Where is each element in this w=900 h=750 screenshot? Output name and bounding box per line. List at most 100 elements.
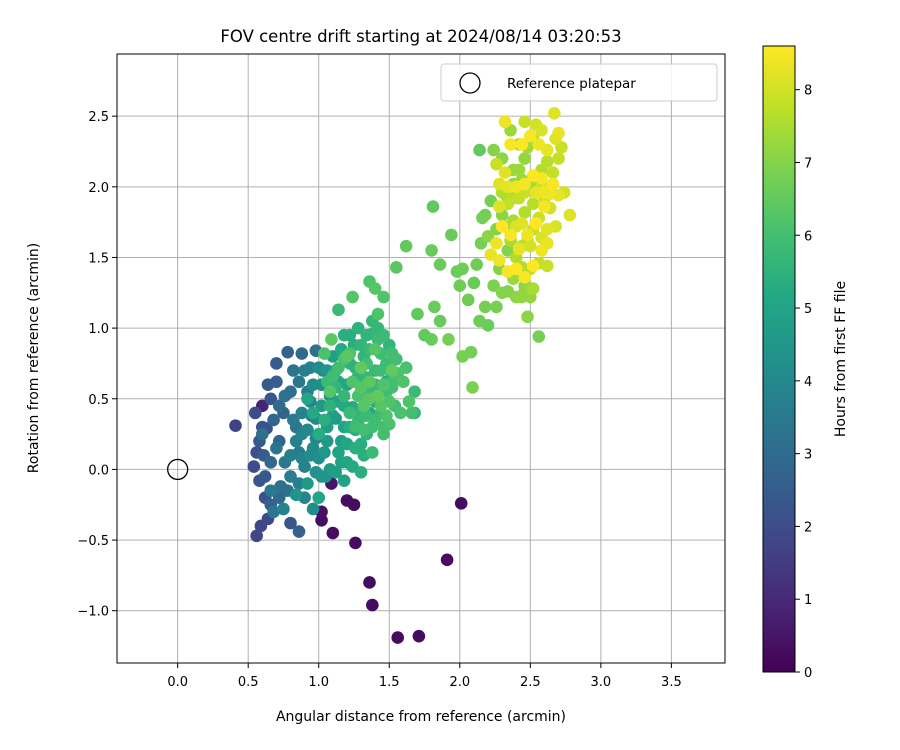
data-point: [248, 406, 262, 420]
data-point: [318, 413, 331, 427]
data-point: [329, 465, 342, 479]
chart-title: FOV centre drift starting at 2024/08/14 …: [220, 27, 621, 46]
data-point: [270, 441, 283, 455]
data-point: [385, 364, 399, 377]
data-point: [425, 333, 438, 346]
data-point: [498, 166, 512, 179]
data-point: [377, 290, 390, 304]
y-tick-label: 0.5: [88, 393, 109, 408]
data-point: [287, 413, 300, 427]
data-point: [287, 364, 300, 377]
x-axis-label: Angular distance from reference (arcmin): [276, 709, 566, 725]
data-point: [445, 228, 458, 242]
data-point: [360, 328, 373, 342]
data-point: [391, 631, 405, 644]
data-point: [540, 155, 554, 168]
legend-label: Reference platepar: [507, 76, 636, 92]
data-point: [374, 364, 388, 377]
data-point: [518, 205, 531, 219]
data-point: [433, 314, 447, 328]
data-point: [563, 208, 577, 222]
colorbar-tick-label: 6: [804, 229, 812, 244]
data-point: [267, 413, 280, 427]
data-point: [402, 395, 416, 408]
y-tick-label: 0.0: [88, 463, 109, 478]
colorbar: 0 1 2 3 4 5 6 7 8 Hours from first FF file: [762, 45, 849, 681]
data-point: [323, 385, 337, 399]
colorbar-label: Hours from first FF file: [833, 281, 849, 437]
data-point: [473, 143, 486, 157]
data-point: [552, 126, 565, 140]
data-point: [277, 502, 290, 516]
data-point: [394, 406, 407, 420]
data-point: [495, 220, 509, 233]
data-point: [504, 228, 517, 242]
data-point: [538, 186, 551, 199]
y-tick-label: 1.5: [88, 251, 109, 266]
data-point: [264, 392, 278, 406]
data-point: [470, 258, 484, 271]
data-point: [390, 261, 403, 274]
data-point: [354, 361, 368, 374]
data-point: [412, 629, 426, 643]
data-point: [371, 389, 385, 403]
data-point: [349, 536, 362, 550]
plot-frame: [116, 53, 726, 664]
data-point: [529, 217, 543, 230]
data-point: [320, 434, 334, 448]
data-point: [272, 491, 286, 504]
data-point: [526, 282, 540, 295]
data-point: [363, 375, 376, 389]
data-point: [267, 505, 280, 519]
data-point: [540, 259, 554, 273]
data-point: [318, 347, 331, 360]
data-point: [258, 470, 272, 483]
data-point: [306, 502, 320, 516]
data-point: [467, 276, 481, 290]
data-point: [473, 314, 486, 328]
data-point: [405, 406, 419, 420]
data-point: [351, 321, 365, 335]
data-point: [295, 347, 309, 360]
data-point: [301, 477, 314, 490]
data-point: [466, 381, 479, 394]
data-point: [526, 169, 540, 182]
data-point: [250, 529, 263, 543]
data-point: [315, 470, 328, 483]
data-point: [377, 378, 390, 391]
data-point: [255, 427, 269, 441]
x-tick-label: 1.5: [379, 675, 400, 690]
data-point: [478, 300, 492, 314]
y-tick-label: 1.0: [88, 322, 109, 337]
legend-box: [440, 63, 718, 102]
data-point: [501, 244, 515, 257]
data-point: [515, 217, 529, 230]
data-point: [284, 448, 297, 462]
data-point: [456, 262, 469, 276]
data-point: [490, 157, 503, 171]
data-point: [272, 399, 286, 413]
data-point: [354, 465, 368, 479]
data-point: [264, 456, 278, 469]
data-point: [292, 375, 306, 389]
data-point: [357, 423, 371, 437]
data-point: [524, 129, 537, 143]
data-point: [337, 474, 351, 488]
data-point: [337, 389, 351, 403]
data-point: [532, 138, 546, 151]
data-point: [399, 239, 413, 253]
data-point: [476, 211, 489, 225]
data-point: [306, 406, 320, 420]
data-point: [371, 307, 385, 321]
legend-marker: [459, 72, 481, 94]
data-point: [312, 427, 326, 441]
data-point: [546, 177, 560, 191]
data-point: [492, 200, 506, 213]
data-point: [509, 262, 523, 276]
data-point: [270, 357, 283, 370]
data-point: [521, 310, 534, 324]
y-axis-label: Rotation from reference (arcmin): [26, 243, 42, 473]
x-tick-label: 2.5: [520, 675, 541, 690]
x-tick-label: 3.0: [591, 675, 612, 690]
